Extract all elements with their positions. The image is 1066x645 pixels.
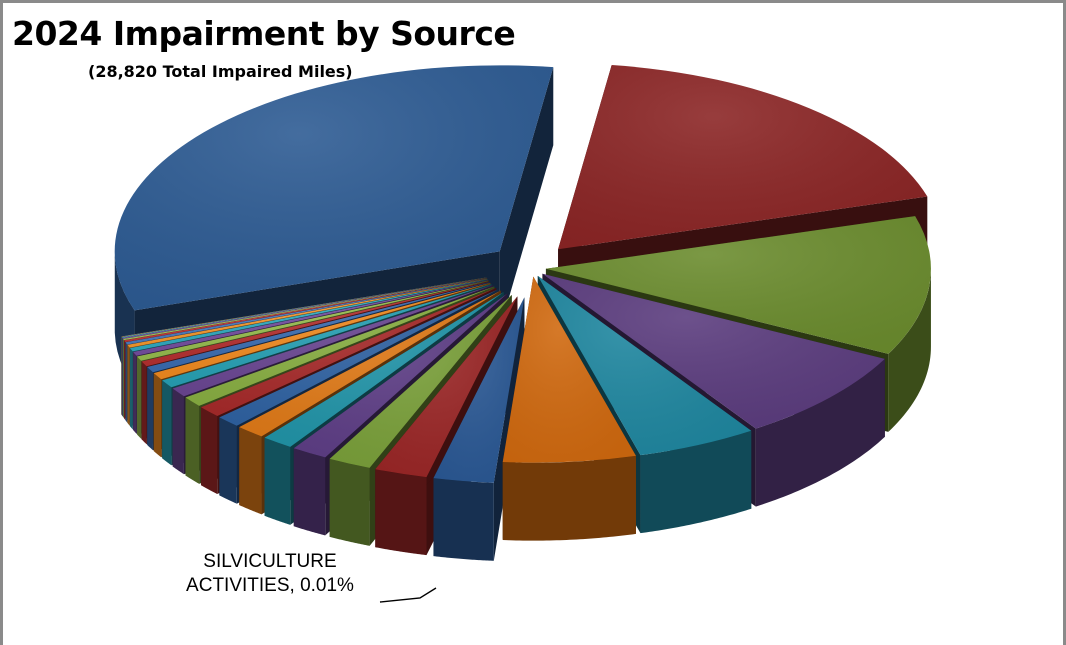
callout-leader-line [379, 587, 437, 603]
silviculture-callout-label: SILVICULTURE ACTIVITIES, 0.01% [170, 550, 370, 598]
callout-line-2: ACTIVITIES, 0.01% [186, 575, 354, 596]
callout-line-1: SILVICULTURE [203, 551, 337, 572]
chart-title: 2024 Impairment by Source [12, 14, 516, 53]
pie-slice [502, 276, 636, 541]
pie-slice [114, 65, 554, 389]
pie-slice [433, 297, 525, 561]
slices-layer [114, 65, 931, 561]
chart-subtitle: (28,820 Total Impaired Miles) [88, 62, 353, 81]
